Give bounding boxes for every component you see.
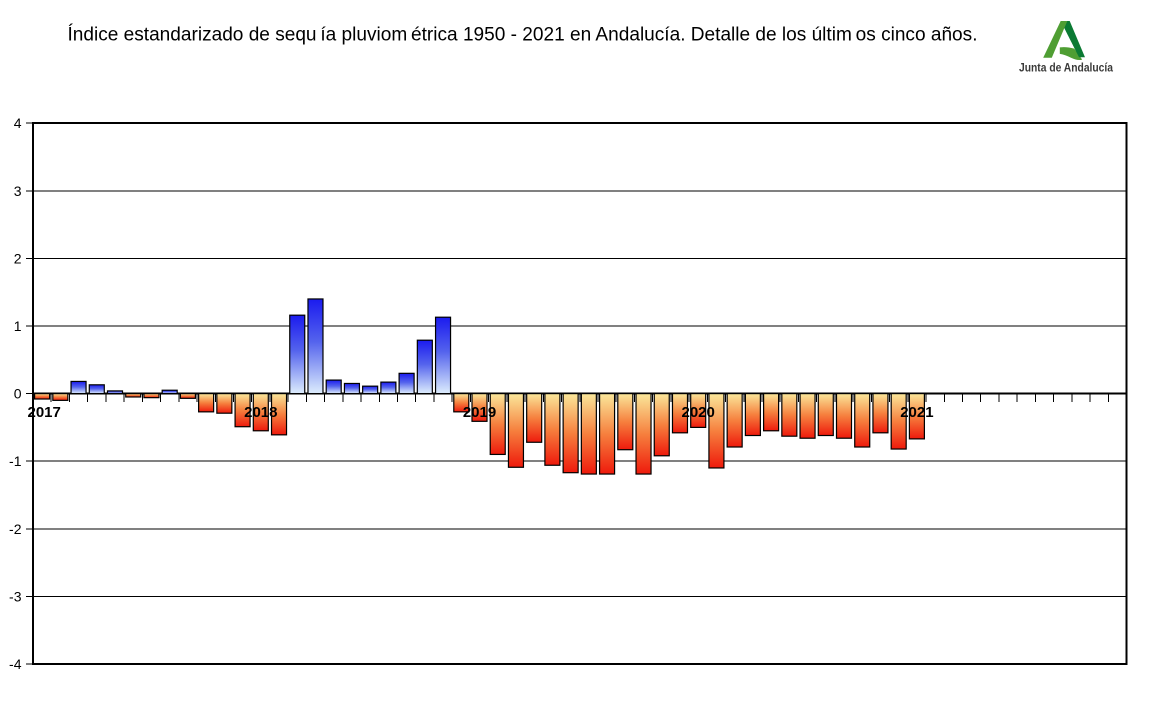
svg-text:0: 0 <box>14 386 22 402</box>
svg-text:-2: -2 <box>9 521 22 537</box>
svg-text:2017: 2017 <box>28 404 61 421</box>
svg-text:-4: -4 <box>9 656 22 672</box>
svg-text:-3: -3 <box>9 588 22 604</box>
svg-text:3: 3 <box>14 183 22 199</box>
svg-text:2018: 2018 <box>244 404 277 421</box>
svg-text:4: 4 <box>14 115 22 131</box>
svg-text:-1: -1 <box>9 453 22 469</box>
svg-text:2020: 2020 <box>682 404 715 421</box>
svg-text:2: 2 <box>14 250 22 266</box>
svg-text:Índice estandarizado de sequ í: Índice estandarizado de sequ ía pluviom … <box>68 25 978 46</box>
svg-text:Junta de Andalucía: Junta de Andalucía <box>1019 63 1114 75</box>
svg-text:2021: 2021 <box>900 404 933 421</box>
svg-text:1: 1 <box>14 318 22 334</box>
svg-text:2019: 2019 <box>463 404 496 421</box>
